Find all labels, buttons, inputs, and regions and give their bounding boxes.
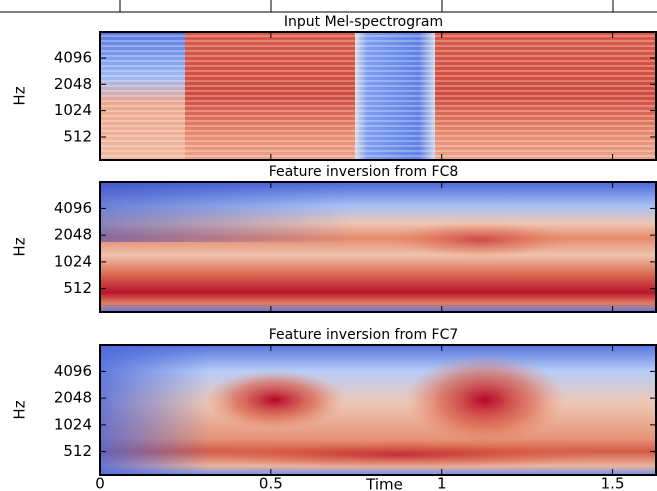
- y-tick-label: 1024: [54, 415, 92, 433]
- heatmap-image: [100, 32, 657, 160]
- plot-frame: [99, 344, 657, 476]
- y-axis-label: Hz: [11, 86, 29, 105]
- y-tick-label: 4096: [54, 199, 92, 217]
- y-tick-label: 4096: [54, 362, 92, 380]
- y-tick-label: 512: [63, 127, 92, 145]
- x-axis-label: Time: [365, 476, 403, 491]
- y-axis-label: Hz: [11, 400, 29, 419]
- top-edge: [0, 0, 657, 13]
- y-tick-label: 512: [63, 442, 92, 460]
- y-tick-label: 512: [63, 279, 92, 297]
- y-tick-label: 1024: [54, 101, 92, 119]
- y-tick-label: 2048: [54, 226, 92, 244]
- panel-title: Input Mel-spectrogram: [284, 14, 443, 30]
- plot-frame: [99, 31, 657, 161]
- heatmap-image: [100, 182, 657, 312]
- y-tick-label: 4096: [54, 49, 92, 67]
- x-tick-label: 1.5: [601, 475, 625, 491]
- y-axis-label: Hz: [11, 237, 29, 256]
- heatmap-image: [100, 345, 657, 475]
- y-tick-label: 2048: [54, 389, 92, 407]
- y-tick-label: 2048: [54, 75, 92, 93]
- y-tick-label: 1024: [54, 252, 92, 270]
- panel-title: Feature inversion from FC8: [269, 164, 459, 180]
- plot-frame: [99, 181, 657, 313]
- x-tick-label: 0.5: [259, 475, 283, 491]
- x-tick-label: 0: [95, 475, 105, 491]
- x-tick-label: 1: [437, 475, 447, 491]
- panel-title: Feature inversion from FC7: [269, 327, 459, 343]
